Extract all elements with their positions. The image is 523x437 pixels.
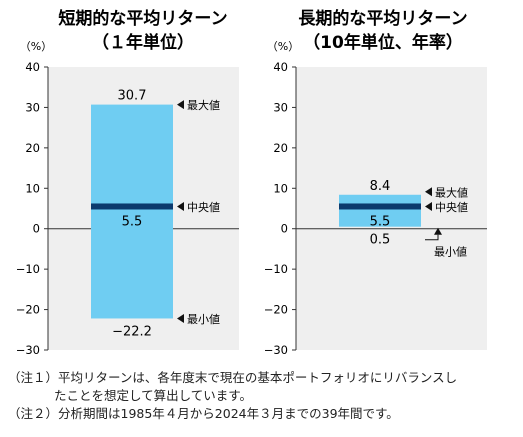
y-tick-label: 10 [25, 181, 40, 195]
chart-right-y-ticks: 40 30 20 10 0 −10 −20 −30 [264, 60, 296, 357]
chart-right-max-annotation: 最大値 [425, 185, 468, 199]
y-tick-label: −10 [16, 262, 40, 276]
elbow-up-arrow-icon [425, 234, 439, 241]
chart-left-min-annotation: 最小値 [177, 313, 220, 326]
y-tick-label: 30 [25, 100, 40, 114]
chart-left: 短期的な平均リターン （１年単位） （%） 40 30 20 10 0 −10 −20 −30… [16, 8, 239, 357]
chart-left-median-bar [91, 203, 173, 210]
chart-right-median-annotation: 中央値 [425, 201, 468, 214]
arrow-up-icon [434, 227, 442, 235]
y-tick-label: −30 [264, 343, 288, 357]
chart-right-range-bar [339, 194, 421, 227]
y-tick-label: −30 [16, 343, 40, 357]
y-tick-label: 40 [25, 60, 40, 74]
chart-right-subtitle: （10年単位、年率） [303, 32, 463, 53]
chart-left-median-label: 5.5 [122, 214, 143, 229]
chart-right-max-label: 8.4 [370, 179, 391, 194]
chart-left-median-annotation-text: 中央値 [187, 201, 220, 214]
chart-right-unit-label: （%） [267, 40, 299, 53]
chart-left-y-ticks: 40 30 20 10 0 −10 −20 −30 [16, 60, 48, 357]
y-tick-label: 0 [33, 222, 40, 236]
arrow-left-icon [177, 313, 184, 323]
arrow-left-icon [177, 100, 184, 110]
y-tick-label: 30 [273, 100, 288, 114]
chart-left-title: 短期的な平均リターン [58, 8, 227, 29]
chart-right-median-bar [339, 203, 421, 210]
arrow-left-icon [425, 187, 432, 197]
chart-right-median-label: 5.5 [370, 214, 391, 229]
chart-right-min-annotation: 最小値 [425, 227, 467, 259]
footnote-1-line-2: たことを想定して算出しています。 [54, 388, 253, 403]
chart-left-max-annotation: 最大値 [177, 98, 220, 112]
y-tick-label: 10 [273, 181, 288, 195]
footnote-1-line-1: （注１）平均リターンは、各年度末で現在の基本ポートフォリオにリバランスし [8, 370, 458, 385]
y-tick-label: 20 [273, 141, 288, 155]
y-tick-label: −20 [16, 303, 40, 317]
chart-left-max-label: 30.7 [118, 89, 147, 104]
y-tick-label: 20 [25, 141, 40, 155]
y-tick-label: −10 [264, 262, 288, 276]
footnote-1: （注１）平均リターンは、各年度末で現在の基本ポートフォリオにリバランスし たこと… [8, 369, 457, 405]
chart-right-min-label: 0.5 [370, 233, 391, 248]
chart-left-min-label: −22.2 [112, 324, 152, 339]
chart-right-median-annotation-text: 中央値 [435, 201, 468, 214]
footnote-2: （注２）分析期間は1985年４月から2024年３月までの39年間です。 [8, 405, 399, 423]
arrow-left-icon [425, 201, 432, 211]
chart-right-title: 長期的な平均リターン [298, 8, 467, 29]
chart-left-min-annotation-text: 最小値 [187, 313, 220, 326]
y-tick-label: −20 [264, 303, 288, 317]
chart-left-subtitle: （１年単位） [92, 32, 194, 53]
chart-left-range-bar [91, 104, 173, 319]
y-tick-label: 0 [281, 222, 288, 236]
arrow-left-icon [177, 201, 184, 211]
footnote-2-text: （注２）分析期間は1985年４月から2024年３月までの39年間です。 [8, 406, 399, 421]
chart-right-min-annotation-text: 最小値 [434, 246, 467, 259]
chart-left-median-annotation: 中央値 [177, 201, 220, 214]
chart-right: 長期的な平均リターン （10年単位、年率） （%） 40 30 20 10 0 −10 −2… [264, 8, 487, 357]
chart-left-unit-label: （%） [20, 40, 52, 53]
chart-left-max-annotation-text: 最大値 [187, 98, 220, 112]
chart-right-max-annotation-text: 最大値 [435, 185, 468, 199]
y-tick-label: 40 [273, 60, 288, 74]
